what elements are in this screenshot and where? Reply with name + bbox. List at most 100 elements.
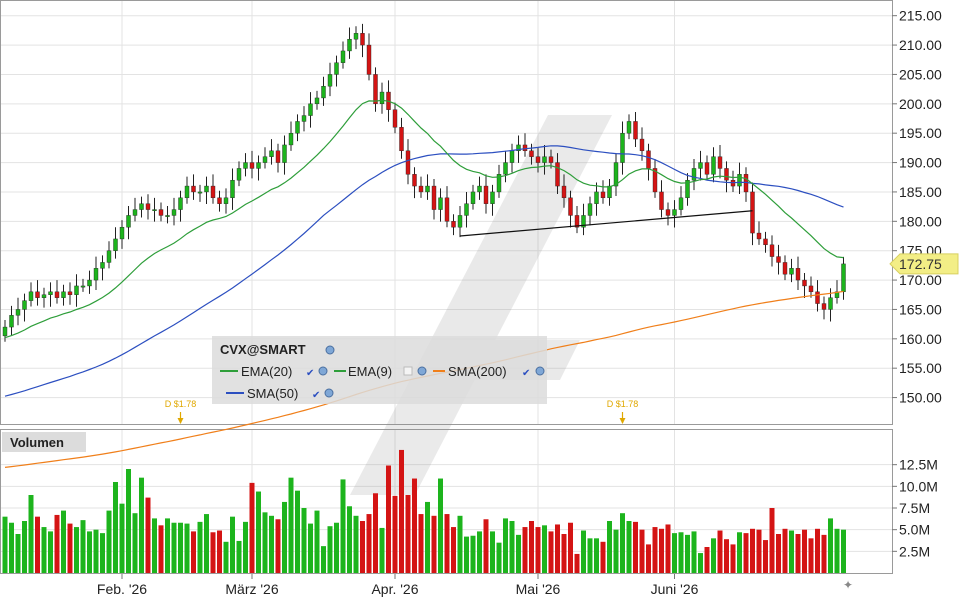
volume-bar [412,478,417,573]
candle-down [821,303,827,310]
indicator-legend: CVX@SMART EMA(20) ✔ EMA(9) SMA(200) ✔ SM… [212,336,547,404]
candle-up [269,150,274,157]
candle-down [782,262,788,275]
legend-sma50-settings-icon[interactable] [324,388,334,398]
candle-down [646,150,651,169]
volume-tick-label: 12.5M [899,457,938,473]
candle-up [379,91,385,105]
candle-up [321,85,326,99]
candle-up [340,50,346,63]
volume-bar [633,521,638,573]
volume-bar [561,534,567,573]
candle-up [22,300,27,310]
candle-up [678,197,684,210]
volume-bar [418,514,424,573]
candle-down [808,285,814,293]
volume-bar [249,482,255,573]
volume-bar [126,469,131,573]
trendline[interactable] [459,210,753,237]
volume-bar [490,531,495,573]
volume-bar [522,527,528,573]
volume-bar [386,465,391,573]
price-tick-label: 200.00 [899,96,942,112]
legend-ema20: EMA(20) [241,364,292,379]
volume-bar [737,532,742,573]
candle-up [496,174,502,193]
volume-bar [652,527,658,573]
candle-up [737,174,742,187]
date-label: Mai '26 [516,581,561,597]
volume-bar [620,513,625,573]
legend-ema20-check-icon[interactable]: ✔ [306,368,314,379]
volume-bar [230,516,235,573]
candle-up [288,132,294,146]
candle-down [366,44,372,75]
volume-bar [405,495,411,573]
volume-axis: 2.5M 5.0M 7.5M 10.0M 12.5M [892,457,938,559]
volume-bar [197,521,203,573]
legend-ema9-settings-icon[interactable] [417,366,427,376]
volume-bar [295,490,300,573]
volume-bar [139,477,144,573]
candle-up [184,185,190,199]
candle-up [308,103,313,116]
legend-symbol-settings-icon[interactable] [325,345,335,355]
candle-down [35,291,40,298]
candle-down [555,162,560,187]
volume-bar [659,528,664,573]
volume-bar [366,514,372,573]
legend-ema9-checkbox-icon[interactable] [403,366,413,376]
price-tick-label: 185.00 [899,184,942,200]
volume-bar [93,529,99,573]
candle-down [574,215,580,228]
volume-bar [529,521,534,573]
volume-bar [152,518,157,573]
candle-down [529,150,534,157]
candle-down [191,185,196,193]
volume-bar [639,529,645,573]
legend-sma50-check-icon[interactable]: ✔ [312,390,320,401]
volume-bar [444,514,450,573]
volume-bar [535,527,541,573]
candle-up [236,168,242,181]
volume-bar [74,527,79,573]
dividend-arrow-head [177,418,184,424]
price-tick-label: 150.00 [899,390,942,406]
candle-down [750,191,755,234]
volume-bar [743,533,749,573]
volume-bar [704,547,710,573]
price-tick-label: 165.00 [899,301,942,317]
candle-up [464,203,469,216]
volume-bar [431,515,437,573]
candle-up [509,150,515,163]
candle-up [41,294,47,298]
candle-up [139,203,144,210]
legend-sma200-check-icon[interactable]: ✔ [522,368,530,379]
candle-down [54,291,60,298]
legend-ema20-settings-icon[interactable] [318,366,328,376]
candle-down [724,168,729,181]
candle-up [295,121,300,134]
volume-bar [275,519,281,573]
candle-down [217,197,222,204]
volume-bar [607,521,612,573]
scroll-handle-icon[interactable]: ✦ [843,578,853,592]
volume-bar [750,528,755,573]
volume-bar [724,539,729,573]
legend-sma200-settings-icon[interactable] [535,366,545,376]
volume-bar [425,501,430,573]
candle-up [256,162,261,169]
candle-up [230,179,235,199]
candle-down [763,238,768,246]
volume-tick-label: 5.0M [899,522,930,538]
volume-bar [191,531,196,573]
volume-bar [496,542,502,573]
candle-down [659,191,664,210]
candle-up [613,162,619,187]
candle-down [483,185,489,204]
volume-bar [438,478,443,573]
candle-down [405,150,411,175]
volume-bar [769,508,775,573]
candle-up [171,209,177,216]
